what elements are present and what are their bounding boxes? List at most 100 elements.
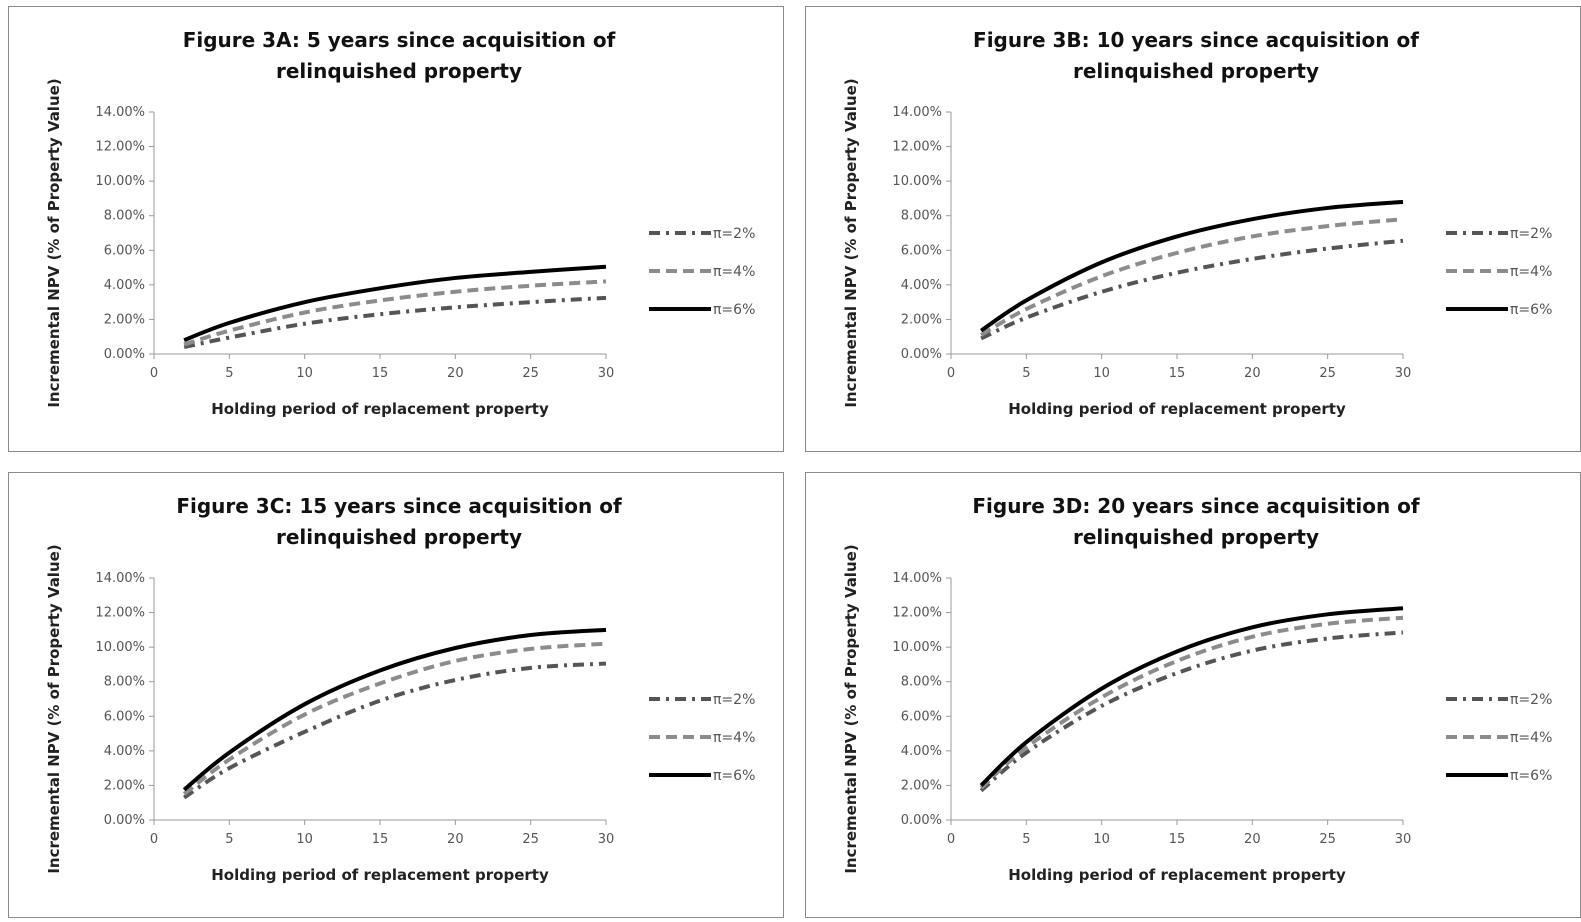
x-tick-label: 20 xyxy=(447,366,464,381)
x-tick-label: 5 xyxy=(225,366,233,381)
x-tick-label: 5 xyxy=(225,832,233,847)
y-tick-label: 14.00% xyxy=(95,105,145,120)
x-tick-label: 20 xyxy=(1244,366,1261,381)
series-line-dash xyxy=(980,217,1404,337)
x-tick-label: 30 xyxy=(598,366,615,381)
x-tick-label: 15 xyxy=(1169,366,1186,381)
y-tick-label: 14.00% xyxy=(892,105,942,120)
y-tick-label: 10.00% xyxy=(95,174,145,189)
y-tick-label: 10.00% xyxy=(95,640,145,655)
y-tick-label: 10.00% xyxy=(892,640,942,655)
x-tick-label: 25 xyxy=(1319,832,1336,847)
y-tick-label: 8.00% xyxy=(901,209,942,224)
y-tick-label: 2.00% xyxy=(901,778,942,793)
chart-panel-3a: Figure 3A: 5 years since acquisition of r… xyxy=(8,6,784,452)
chart-panel-3c: Figure 3C: 15 years since acquisition of… xyxy=(8,472,784,918)
series-line-dash xyxy=(182,641,607,796)
x-tick-label: 25 xyxy=(522,832,539,847)
legend-label: π=6% xyxy=(713,768,755,784)
x-axis-title: Holding period of replacement property xyxy=(1008,866,1346,884)
y-tick-label: 8.00% xyxy=(104,209,145,224)
chart-title-line2: relinquished property xyxy=(276,59,522,83)
y-tick-label: 12.00% xyxy=(892,140,942,155)
series-line-dashdot xyxy=(183,661,607,800)
y-tick-label: 4.00% xyxy=(901,278,942,293)
legend-label: π=2% xyxy=(713,692,755,708)
y-tick-label: 6.00% xyxy=(901,243,942,258)
y-axis-title: Incremental NPV (% of Property Value) xyxy=(842,544,860,873)
x-tick-label: 25 xyxy=(522,366,539,381)
chart-title: Figure 3C: 15 years since acquisition of xyxy=(176,494,622,518)
legend-label: π=4% xyxy=(713,730,755,746)
y-tick-label: 2.00% xyxy=(104,778,145,793)
legend-label: π=2% xyxy=(1510,226,1552,242)
x-tick-label: 15 xyxy=(372,832,389,847)
y-tick-label: 12.00% xyxy=(892,606,942,621)
chart-title: Figure 3A: 5 years since acquisition of xyxy=(183,28,616,52)
series-line-solid xyxy=(979,606,1404,787)
x-tick-label: 30 xyxy=(1395,832,1412,847)
y-tick-label: 14.00% xyxy=(95,571,145,586)
chart-title-line2: relinquished property xyxy=(276,525,522,549)
x-tick-label: 20 xyxy=(1244,832,1261,847)
y-tick-label: 6.00% xyxy=(104,709,145,724)
chart-svg-3c: Figure 3C: 15 years since acquisition of… xyxy=(45,494,755,884)
legend-label: π=4% xyxy=(713,264,755,280)
x-tick-label: 15 xyxy=(372,366,389,381)
x-tick-label: 5 xyxy=(1022,366,1030,381)
chart-title: Figure 3D: 20 years since acquisition of xyxy=(972,494,1420,518)
y-tick-label: 6.00% xyxy=(104,243,145,258)
x-tick-label: 15 xyxy=(1169,832,1186,847)
x-tick-label: 5 xyxy=(1022,832,1030,847)
legend-label: π=2% xyxy=(1510,692,1552,708)
x-axis-title: Holding period of replacement property xyxy=(1008,400,1346,418)
legend-label: π=2% xyxy=(713,226,755,242)
legend-label: π=6% xyxy=(1510,302,1552,318)
x-tick-label: 0 xyxy=(947,366,955,381)
legend-label: π=6% xyxy=(1510,768,1552,784)
y-tick-label: 4.00% xyxy=(104,278,145,293)
y-tick-label: 2.00% xyxy=(104,312,145,327)
series-line-dash xyxy=(979,615,1404,790)
x-axis-title: Holding period of replacement property xyxy=(211,400,549,418)
y-tick-label: 10.00% xyxy=(892,174,942,189)
y-tick-label: 0.00% xyxy=(901,813,942,828)
y-axis-title: Incremental NPV (% of Property Value) xyxy=(45,78,63,407)
y-tick-label: 6.00% xyxy=(901,709,942,724)
series-line-dashdot xyxy=(979,630,1404,793)
series-line-solid xyxy=(183,264,607,343)
x-tick-label: 0 xyxy=(150,366,158,381)
series-line-solid xyxy=(980,199,1404,333)
legend-label: π=6% xyxy=(713,302,755,318)
y-tick-label: 4.00% xyxy=(104,744,145,759)
y-tick-label: 12.00% xyxy=(95,140,145,155)
chart-panel-3b: Figure 3B: 10 years since acquisition of… xyxy=(805,6,1581,452)
legend-label: π=4% xyxy=(1510,264,1552,280)
y-tick-label: 4.00% xyxy=(901,744,942,759)
chart-title-line2: relinquished property xyxy=(1073,59,1319,83)
series-line-dashdot xyxy=(183,295,607,350)
chart-svg-3d: Figure 3D: 20 years since acquisition of… xyxy=(842,494,1552,884)
chart-title: Figure 3B: 10 years since acquisition of xyxy=(973,28,1419,52)
legend-label: π=4% xyxy=(1510,730,1552,746)
y-tick-label: 0.00% xyxy=(104,347,145,362)
x-tick-label: 10 xyxy=(296,366,313,381)
chart-title-line2: relinquished property xyxy=(1073,525,1319,549)
x-axis-title: Holding period of replacement property xyxy=(211,866,549,884)
x-tick-label: 10 xyxy=(1093,366,1110,381)
y-axis-title: Incremental NPV (% of Property Value) xyxy=(45,544,63,873)
series-line-solid xyxy=(182,627,607,792)
x-tick-label: 30 xyxy=(1395,366,1412,381)
y-tick-label: 8.00% xyxy=(901,675,942,690)
y-tick-label: 0.00% xyxy=(901,347,942,362)
x-tick-label: 10 xyxy=(1093,832,1110,847)
x-tick-label: 0 xyxy=(150,832,158,847)
y-tick-label: 0.00% xyxy=(104,813,145,828)
x-tick-label: 30 xyxy=(598,832,615,847)
x-tick-label: 10 xyxy=(296,832,313,847)
y-tick-label: 8.00% xyxy=(104,675,145,690)
chart-panel-3d: Figure 3D: 20 years since acquisition of… xyxy=(805,472,1581,918)
x-tick-label: 25 xyxy=(1319,366,1336,381)
x-tick-label: 0 xyxy=(947,832,955,847)
y-tick-label: 2.00% xyxy=(901,312,942,327)
